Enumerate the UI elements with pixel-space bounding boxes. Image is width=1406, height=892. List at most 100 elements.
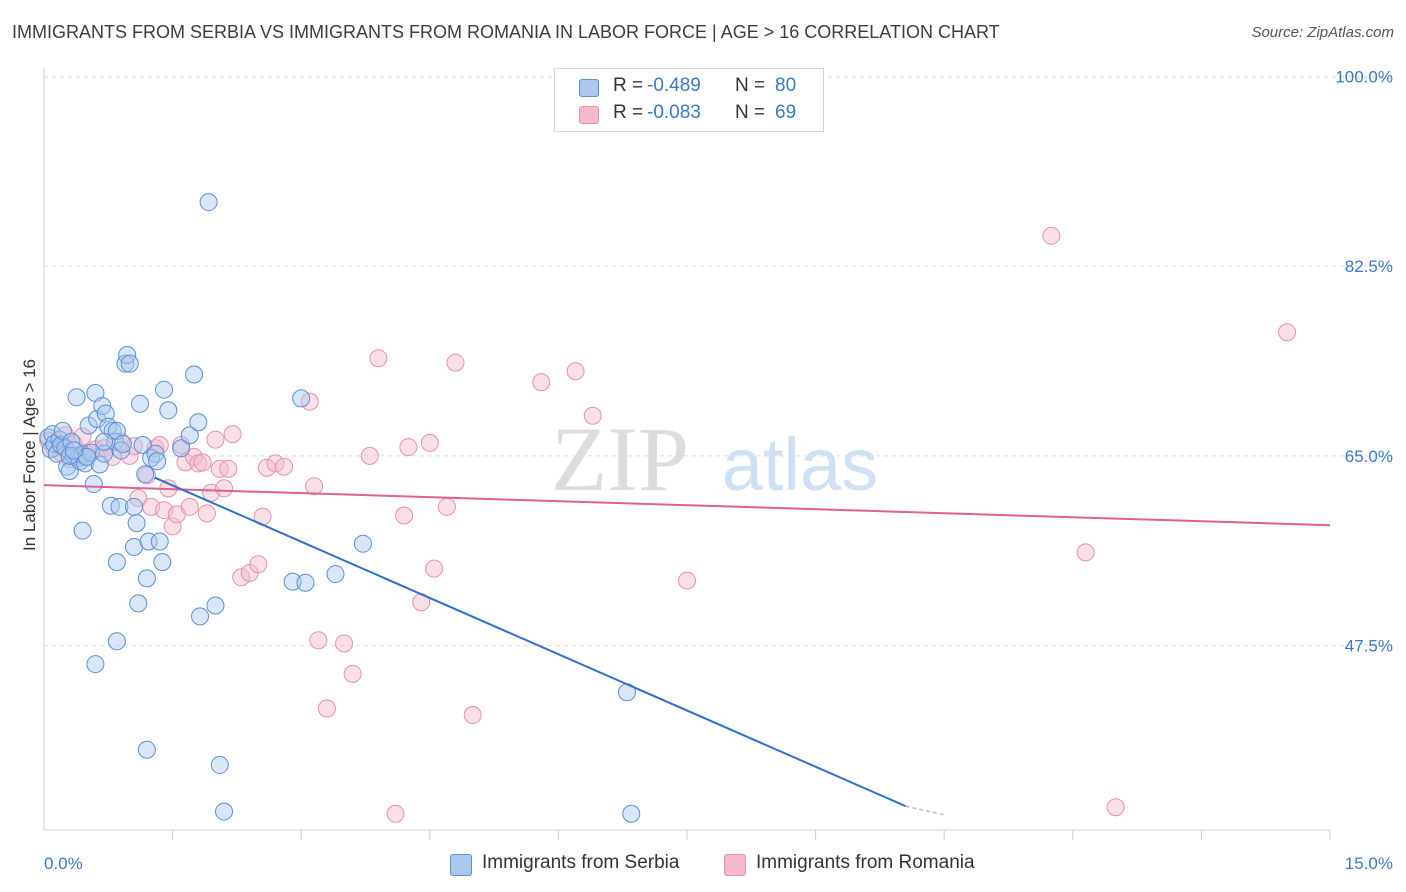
y-tick-label: 82.5% bbox=[1345, 257, 1393, 276]
axes bbox=[43, 68, 1331, 840]
romania-point bbox=[73, 427, 92, 446]
serbia-point bbox=[172, 439, 191, 458]
serbia-point bbox=[129, 594, 148, 613]
source-label: Source: ZipAtlas.com bbox=[1251, 24, 1394, 41]
romania-point bbox=[420, 433, 439, 452]
x-tick-label: 0.0% bbox=[44, 854, 83, 873]
serbia-point bbox=[191, 607, 210, 626]
grid-lines bbox=[44, 75, 1392, 647]
serbia-point bbox=[353, 534, 372, 553]
n-value-serbia: 80 bbox=[775, 75, 797, 96]
romania-swatch bbox=[579, 106, 599, 124]
serbia-point bbox=[120, 354, 139, 373]
romania-point bbox=[275, 457, 294, 476]
serbia-point bbox=[67, 388, 86, 407]
serbia-point bbox=[136, 465, 155, 484]
romania-legend-label: Immigrants from Romania bbox=[756, 852, 975, 873]
romania-trend-line bbox=[43, 484, 1331, 527]
serbia-point bbox=[159, 401, 178, 420]
romania-point bbox=[532, 373, 551, 392]
romania-point bbox=[1076, 543, 1095, 562]
serbia-point bbox=[113, 434, 132, 453]
serbia-point bbox=[283, 572, 302, 591]
serbia-point bbox=[153, 553, 172, 572]
watermark-zip: ZIP bbox=[551, 408, 689, 510]
romania-point bbox=[369, 349, 388, 368]
romania-point bbox=[215, 479, 234, 498]
romania-point bbox=[343, 664, 362, 683]
y-tick-label: 47.5% bbox=[1345, 637, 1393, 656]
romania-point bbox=[223, 425, 242, 444]
romania-point bbox=[206, 430, 225, 449]
y-axis-label: In Labor Force | Age > 16 bbox=[20, 358, 39, 552]
serbia-point bbox=[137, 569, 156, 588]
serbia-point bbox=[107, 632, 126, 651]
romania-point bbox=[386, 804, 405, 823]
r-label: R = bbox=[613, 75, 644, 96]
serbia-point bbox=[146, 444, 165, 463]
romania-point bbox=[335, 634, 354, 653]
serbia-point bbox=[296, 573, 315, 592]
romania-point bbox=[232, 568, 251, 587]
serbia-point bbox=[189, 413, 208, 432]
romania-point bbox=[463, 706, 482, 725]
romania-point bbox=[129, 489, 148, 508]
romania-point bbox=[1042, 226, 1061, 245]
romania-point bbox=[317, 699, 336, 718]
serbia-point bbox=[112, 441, 131, 460]
r-label: R = bbox=[613, 102, 644, 123]
trend-lines bbox=[43, 476, 1331, 816]
n-label: N = bbox=[735, 75, 766, 96]
romania-point bbox=[219, 459, 238, 478]
serbia-point bbox=[292, 389, 311, 408]
n-label: N = bbox=[735, 102, 766, 123]
romania-point bbox=[1106, 798, 1125, 817]
romania-point bbox=[566, 362, 585, 381]
romania-point bbox=[305, 477, 324, 496]
y-tick-label: 100.0% bbox=[1335, 67, 1393, 86]
serbia-point bbox=[131, 394, 150, 413]
serbia-point bbox=[133, 436, 152, 454]
tick-labels: 47.5% 65.0% 82.5% 100.0% 0.0% 15.0% bbox=[44, 67, 1393, 873]
serbia-trend-extension bbox=[905, 805, 945, 816]
serbia-point bbox=[215, 802, 234, 821]
serbia-point bbox=[185, 365, 204, 384]
romania-point bbox=[425, 559, 444, 578]
serbia-point bbox=[76, 454, 95, 473]
serbia-point bbox=[210, 755, 229, 774]
serbia-point bbox=[622, 804, 641, 823]
romania-point bbox=[249, 555, 268, 574]
serbia-point bbox=[199, 193, 218, 212]
serbia-point bbox=[110, 497, 129, 516]
serbia-point bbox=[125, 497, 144, 516]
romania-point bbox=[583, 406, 602, 425]
romania-point bbox=[399, 438, 418, 457]
serbia-point bbox=[84, 475, 103, 494]
romania-point bbox=[163, 517, 182, 536]
serbia-point bbox=[326, 565, 345, 584]
watermark-atlas: atlas bbox=[722, 423, 878, 506]
serbia-swatch bbox=[450, 854, 472, 876]
serbia-point bbox=[86, 655, 105, 674]
romania-point bbox=[197, 504, 216, 523]
serbia-point bbox=[137, 740, 156, 759]
correlation-legend: R = -0.489 N = 80 R = -0.083 N = 69 bbox=[554, 68, 824, 132]
romania-point bbox=[437, 497, 456, 516]
romania-swatch bbox=[724, 854, 746, 876]
n-value-romania: 69 bbox=[775, 102, 797, 123]
serbia-point bbox=[73, 521, 92, 540]
serbia-point bbox=[155, 380, 174, 399]
serbia-point bbox=[180, 426, 199, 445]
serbia-point bbox=[148, 452, 167, 471]
serbia-legend-label: Immigrants from Serbia bbox=[482, 852, 680, 873]
x-tick-label: 15.0% bbox=[1345, 854, 1393, 873]
serbia-point bbox=[206, 596, 225, 615]
romania-point bbox=[446, 353, 465, 372]
serbia-swatch bbox=[579, 79, 599, 97]
serbia-point bbox=[95, 432, 114, 451]
r-value-serbia: -0.489 bbox=[647, 75, 701, 96]
romania-point bbox=[309, 631, 328, 650]
serbia-point bbox=[65, 441, 84, 460]
romania-point bbox=[395, 506, 414, 525]
